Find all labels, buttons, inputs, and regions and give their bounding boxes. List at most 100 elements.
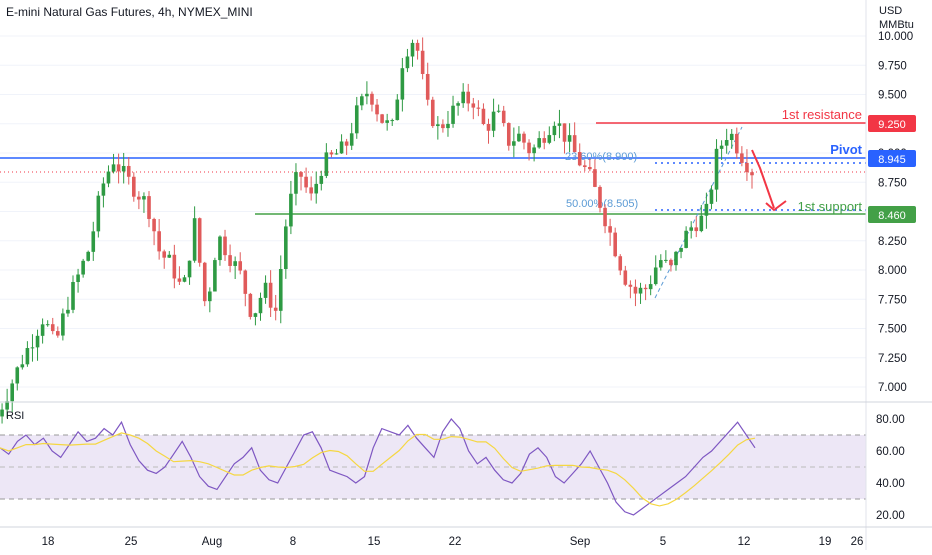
- candle-body: [714, 148, 719, 190]
- candle-body: [329, 152, 334, 155]
- candle-body: [623, 270, 628, 285]
- candle-body: [284, 226, 288, 270]
- candle-body: [506, 123, 511, 146]
- candle-body: [512, 141, 516, 146]
- candle-body: [567, 135, 572, 142]
- candle-body: [496, 110, 501, 112]
- candle-body: [653, 267, 658, 285]
- candle-body: [593, 169, 597, 187]
- candle-body: [273, 307, 278, 311]
- candle-body: [633, 286, 638, 294]
- candle-body: [598, 186, 602, 208]
- candle-body: [436, 124, 440, 127]
- candle-body: [486, 124, 491, 131]
- candle-body: [137, 196, 141, 200]
- candle-body: [699, 215, 704, 232]
- candle-body: [420, 50, 425, 74]
- candle-body: [86, 251, 91, 261]
- candle-body: [213, 260, 217, 292]
- candle-body: [588, 167, 592, 170]
- candle-body: [719, 145, 724, 149]
- candle-body: [96, 195, 101, 232]
- resistance-badge: 9.250: [868, 115, 916, 132]
- candle-body: [10, 383, 15, 402]
- candle-body: [248, 293, 253, 317]
- candle-body: [177, 278, 182, 282]
- x-tick-label: 5: [660, 536, 666, 548]
- candle-body: [537, 138, 541, 148]
- candle-body: [223, 236, 227, 256]
- candle-body: [658, 260, 663, 268]
- candle-body: [101, 183, 106, 196]
- candle-body: [30, 347, 35, 349]
- x-tick-label: 22: [449, 536, 462, 548]
- arrow-head-icon: [765, 200, 787, 212]
- candle-body: [218, 236, 222, 261]
- candle-body: [289, 193, 293, 227]
- candle-body: [268, 282, 273, 308]
- candle-body: [192, 218, 197, 261]
- candle-body: [71, 282, 75, 310]
- candle-body: [238, 261, 243, 271]
- candle-body: [491, 111, 496, 131]
- resistance-badge-label: 9.250: [878, 119, 906, 131]
- candle-body: [395, 99, 400, 121]
- rsi-tick-label: 80.00: [876, 414, 905, 426]
- candle-body: [263, 282, 268, 298]
- candle-body: [5, 401, 9, 410]
- rsi-ma-line: [0, 432, 756, 507]
- candle-body: [684, 230, 688, 248]
- candle-body: [258, 297, 263, 314]
- candle-body: [456, 103, 460, 106]
- pivot-annotation: Pivot: [830, 142, 862, 157]
- rsi-tick-label: 60.00: [876, 446, 905, 458]
- fib-236-label: 23.60%(8.900): [565, 151, 637, 163]
- candle-body: [319, 175, 324, 184]
- candle-body: [527, 142, 531, 154]
- candle-body: [608, 226, 612, 233]
- grid: [0, 35, 866, 388]
- candle-body: [628, 284, 633, 287]
- candle-body: [522, 133, 526, 143]
- candle-body: [724, 140, 729, 146]
- candle-body: [157, 231, 161, 252]
- candle-body: [542, 138, 547, 143]
- candle-body: [116, 164, 121, 172]
- resistance-annotation: 1st resistance: [782, 107, 862, 122]
- candle-body: [405, 56, 410, 69]
- candle-body: [208, 291, 212, 302]
- candle-body: [132, 176, 136, 197]
- candle-body: [451, 105, 455, 124]
- x-tick-label: 25: [125, 536, 138, 548]
- y-tick-label: 7.000: [878, 382, 907, 394]
- candle-body: [603, 207, 607, 227]
- y-tick-label: 7.500: [878, 324, 907, 336]
- candle-body: [172, 254, 177, 279]
- candle-body: [61, 313, 65, 336]
- candle-body: [740, 153, 744, 163]
- candle-body: [299, 172, 303, 177]
- candle-body: [532, 147, 536, 154]
- candle-body: [344, 141, 349, 146]
- x-tick-label: 12: [738, 536, 751, 548]
- candle-body: [446, 123, 450, 129]
- candle-body: [314, 183, 319, 194]
- candle-body: [709, 189, 714, 204]
- candle-body: [461, 91, 465, 104]
- arrow-icon: [751, 149, 775, 209]
- x-tick-label: 18: [42, 536, 55, 548]
- candle-body: [111, 164, 116, 172]
- candle-body: [365, 93, 369, 97]
- candle-body: [121, 165, 126, 172]
- candle-body: [187, 260, 192, 278]
- candle-body: [202, 262, 207, 302]
- candle-body: [35, 335, 40, 348]
- candle-body: [228, 255, 232, 266]
- rsi-axis: 80.00 60.00 40.00 20.00: [876, 414, 905, 522]
- candle-body: [466, 91, 471, 104]
- pivot-badge-label: 8.945: [878, 154, 906, 166]
- x-tick-label: 19: [819, 536, 832, 548]
- candle-body: [233, 261, 237, 266]
- candle-body: [471, 103, 476, 108]
- candle-body: [674, 251, 678, 266]
